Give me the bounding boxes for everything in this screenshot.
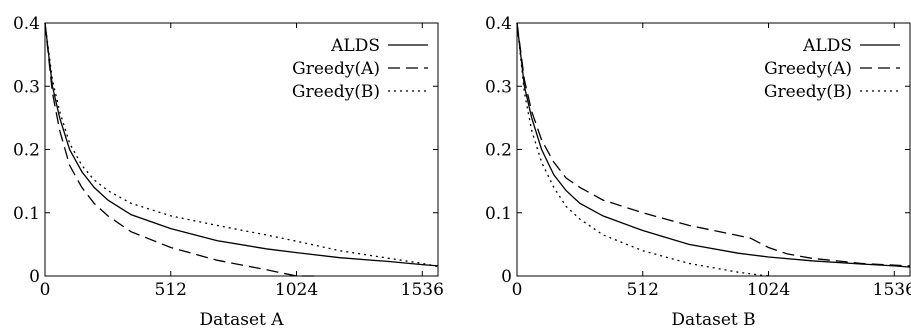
x-tick-label: 1024 — [747, 280, 790, 300]
y-tick-label: 0 — [501, 267, 512, 287]
legend-label: ALDS — [802, 36, 852, 56]
x-tick-label: 0 — [40, 280, 51, 300]
legend-label: Greedy(A) — [292, 59, 380, 79]
x-tick-label: 0 — [512, 280, 523, 300]
y-tick-label: 0.3 — [13, 77, 40, 97]
chart-panel-1: 0 0.1 0.2 0.3 0.4 0 512 1024 1536 ALDS Greedy(A) Gr… — [13, 14, 444, 330]
chart-panel-2: 0 0.1 0.2 0.3 0.4 0 512 1024 1536 ALDS Greedy(A) Gr… — [485, 14, 911, 330]
series-line-alds — [44, 22, 439, 267]
y-tick-label: 0.1 — [485, 204, 512, 224]
y-tick-label: 0.3 — [485, 77, 512, 97]
series-line-alds — [516, 22, 911, 268]
x-tick-label: 1536 — [401, 280, 444, 300]
y-tick-label: 0.4 — [485, 14, 512, 34]
y-tick-label: 0.4 — [13, 14, 40, 34]
legend-label: Greedy(B) — [764, 82, 852, 102]
x-tick-label: 1024 — [275, 280, 318, 300]
x-tick-label: 512 — [155, 280, 187, 300]
x-tick-label: 1536 — [873, 280, 911, 300]
series-line-greedy-b — [516, 22, 769, 277]
y-tick-label: 0.2 — [13, 141, 40, 161]
series-line-greedy-a — [44, 22, 316, 277]
y-tick-label: 0 — [29, 267, 40, 287]
panel-caption: Dataset A — [199, 310, 284, 330]
series-line-greedy-b — [44, 22, 439, 268]
legend-label: Greedy(A) — [764, 59, 852, 79]
series-line-greedy-a — [516, 22, 911, 267]
y-tick-label: 0.2 — [485, 141, 512, 161]
y-tick-label: 0.1 — [13, 204, 40, 224]
panel-caption: Dataset B — [671, 310, 755, 330]
legend-label: ALDS — [330, 36, 380, 56]
legend-label: Greedy(B) — [292, 82, 380, 102]
x-tick-label: 512 — [627, 280, 659, 300]
